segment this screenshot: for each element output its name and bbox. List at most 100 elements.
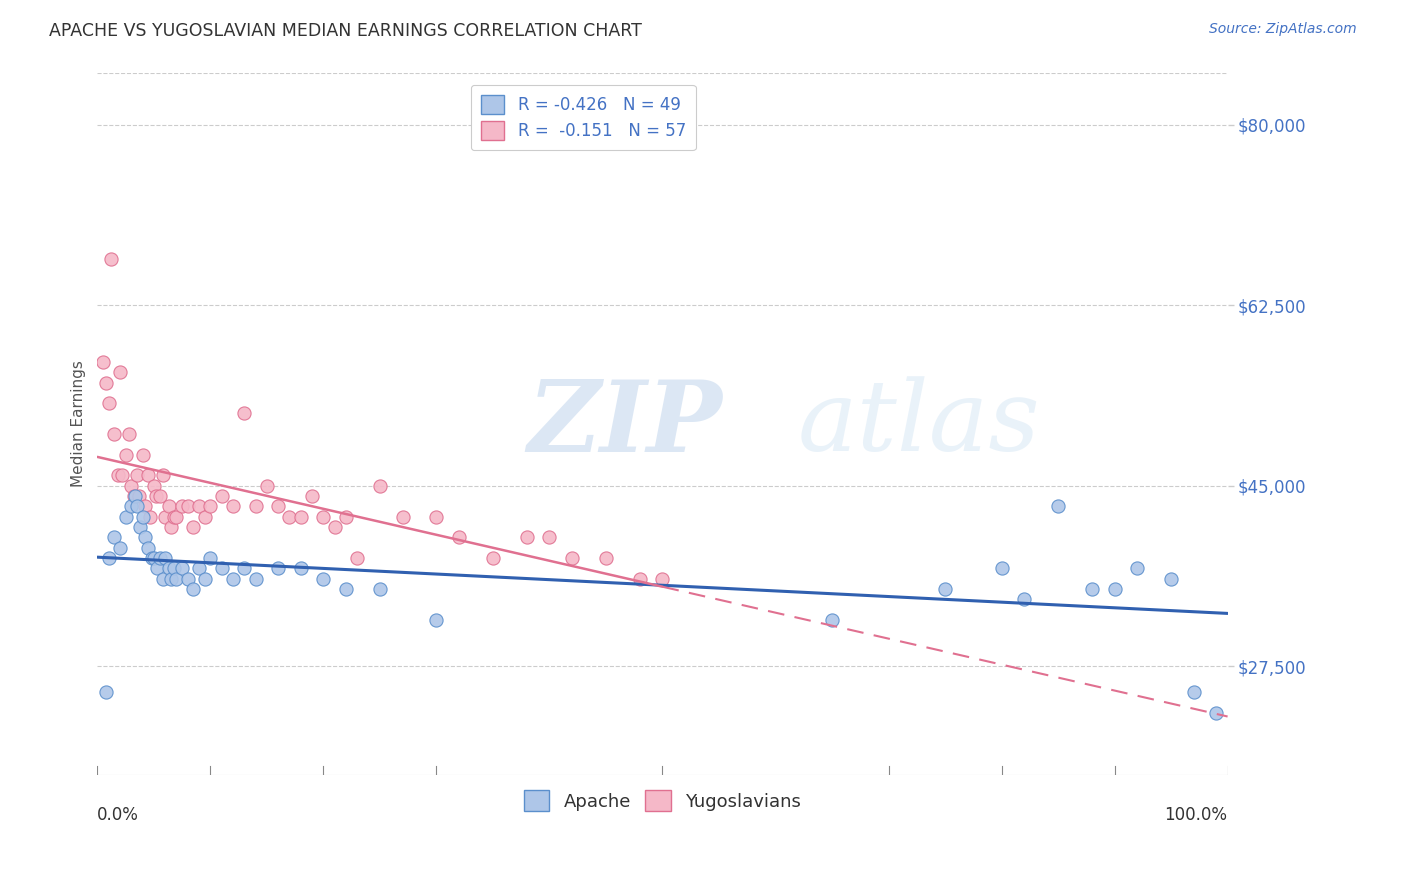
Point <box>482 550 505 565</box>
Point <box>103 427 125 442</box>
Point <box>651 572 673 586</box>
Point <box>166 509 188 524</box>
Point <box>125 500 148 514</box>
Point <box>163 561 186 575</box>
Point <box>159 572 181 586</box>
Point <box>391 509 413 524</box>
Point <box>131 448 153 462</box>
Point <box>172 561 194 575</box>
Legend: Apache, Yugoslavians: Apache, Yugoslavians <box>516 783 808 818</box>
Point <box>425 509 447 524</box>
Point <box>1012 592 1035 607</box>
Point <box>245 500 267 514</box>
Point <box>142 550 165 565</box>
Point <box>145 489 167 503</box>
Point <box>96 376 118 390</box>
Y-axis label: Median Earnings: Median Earnings <box>72 360 86 487</box>
Point <box>1126 561 1149 575</box>
Point <box>111 468 134 483</box>
Point <box>177 572 200 586</box>
Point <box>152 468 174 483</box>
Point <box>516 530 538 544</box>
Point <box>153 550 176 565</box>
Point <box>222 572 245 586</box>
Point <box>561 550 583 565</box>
Point <box>183 582 205 596</box>
Point <box>146 561 169 575</box>
Text: 100.0%: 100.0% <box>1164 806 1227 824</box>
Point <box>222 500 245 514</box>
Point <box>141 550 163 565</box>
Point <box>157 561 180 575</box>
Point <box>256 478 278 492</box>
Point <box>368 582 391 596</box>
Point <box>200 550 222 565</box>
Point <box>200 500 222 514</box>
Point <box>172 500 194 514</box>
Point <box>134 500 156 514</box>
Point <box>148 550 170 565</box>
Point <box>211 561 233 575</box>
Point <box>194 572 217 586</box>
Point <box>335 509 357 524</box>
Point <box>183 520 205 534</box>
Point <box>136 541 159 555</box>
Point <box>312 509 335 524</box>
Point <box>194 509 217 524</box>
Point <box>103 530 125 544</box>
Point <box>97 550 120 565</box>
Point <box>166 572 188 586</box>
Point <box>163 509 186 524</box>
Text: APACHE VS YUGOSLAVIAN MEDIAN EARNINGS CORRELATION CHART: APACHE VS YUGOSLAVIAN MEDIAN EARNINGS CO… <box>49 22 643 40</box>
Point <box>1081 582 1104 596</box>
Point <box>131 509 153 524</box>
Point <box>97 396 120 410</box>
Point <box>188 561 211 575</box>
Point <box>312 572 335 586</box>
Point <box>114 448 136 462</box>
Point <box>152 572 174 586</box>
Point <box>118 427 141 442</box>
Point <box>1104 582 1126 596</box>
Point <box>323 520 346 534</box>
Text: Source: ZipAtlas.com: Source: ZipAtlas.com <box>1209 22 1357 37</box>
Point <box>245 572 267 586</box>
Point <box>267 500 290 514</box>
Point <box>122 489 145 503</box>
Point <box>335 582 357 596</box>
Point <box>346 550 368 565</box>
Point <box>125 468 148 483</box>
Point <box>211 489 233 503</box>
Point <box>290 509 312 524</box>
Point <box>233 407 256 421</box>
Point <box>124 489 146 503</box>
Text: ZIP: ZIP <box>527 376 721 472</box>
Point <box>148 489 170 503</box>
Point <box>1160 572 1182 586</box>
Text: atlas: atlas <box>799 376 1040 472</box>
Point <box>990 561 1012 575</box>
Point <box>142 478 165 492</box>
Point <box>177 500 200 514</box>
Point <box>368 478 391 492</box>
Point <box>934 582 956 596</box>
Point <box>153 509 176 524</box>
Point <box>278 509 301 524</box>
Point <box>159 520 181 534</box>
Point <box>1182 685 1205 699</box>
Point <box>538 530 561 544</box>
Point <box>1047 500 1070 514</box>
Point <box>136 468 159 483</box>
Point <box>96 685 118 699</box>
Text: 0.0%: 0.0% <box>97 806 139 824</box>
Point <box>91 355 114 369</box>
Point <box>290 561 312 575</box>
Point <box>128 489 150 503</box>
Point <box>267 561 290 575</box>
Point <box>821 613 844 627</box>
Point <box>120 478 142 492</box>
Point <box>595 550 617 565</box>
Point <box>233 561 256 575</box>
Point <box>447 530 470 544</box>
Point <box>134 530 156 544</box>
